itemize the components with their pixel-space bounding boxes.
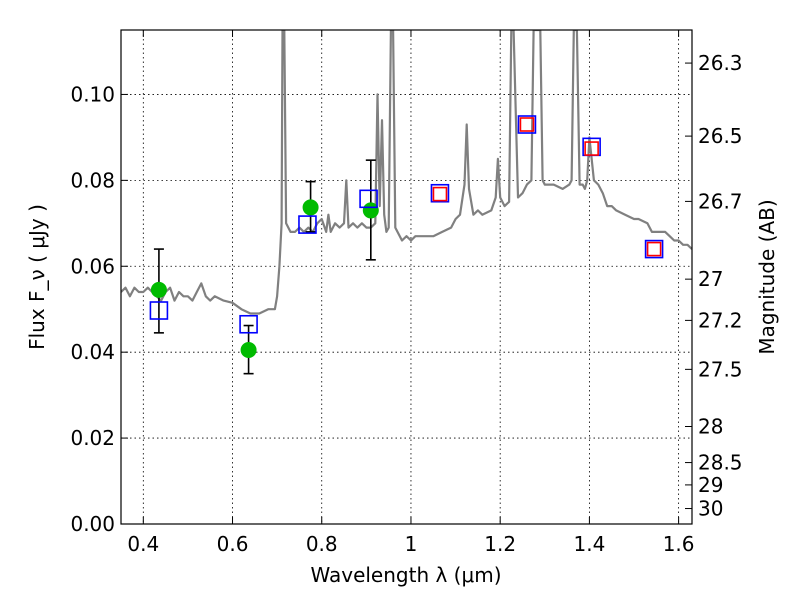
y-tick-label: 0.00 bbox=[70, 512, 115, 536]
plot-frame bbox=[120, 29, 693, 525]
x-tick-label: 0.4 bbox=[127, 532, 159, 556]
model-blue-square bbox=[644, 239, 664, 259]
right-tick-label: 28 bbox=[698, 414, 723, 438]
model-blue-square bbox=[298, 215, 317, 234]
grid bbox=[121, 30, 692, 524]
axis-ticks bbox=[121, 30, 692, 525]
right-tick-label: 27.5 bbox=[698, 357, 743, 381]
x-tick-label: 1.2 bbox=[484, 532, 516, 556]
model-red-square bbox=[584, 141, 599, 156]
model-red-square bbox=[646, 241, 662, 257]
model-blue-square bbox=[239, 314, 258, 334]
x-tick-label: 1.4 bbox=[573, 532, 605, 556]
photometry-point bbox=[362, 202, 379, 219]
right-tick-label: 26.7 bbox=[698, 189, 743, 213]
right-tick-label: 28.5 bbox=[698, 451, 743, 475]
photometry-point bbox=[240, 342, 257, 359]
right-tick-label: 26.5 bbox=[698, 124, 743, 148]
model-blue-square bbox=[517, 115, 537, 134]
x-tick-labels: 0.4 0.6 0.8 1 1.2 1.4 1.6 bbox=[127, 532, 694, 556]
y-tick-label: 0.10 bbox=[70, 82, 115, 106]
x-tick-label: 1.6 bbox=[663, 532, 695, 556]
x-tick-label: 1 bbox=[405, 532, 418, 556]
x-axis-title: Wavelength λ (μm) bbox=[310, 563, 501, 587]
y-tick-label: 0.06 bbox=[70, 254, 115, 278]
y-tick-labels: 0.00 0.02 0.04 0.06 0.08 0.10 bbox=[70, 82, 115, 536]
y-tick-label: 0.08 bbox=[70, 168, 115, 192]
y-tick-label: 0.04 bbox=[70, 340, 115, 364]
right-tick-label: 27 bbox=[698, 267, 723, 291]
y-axis-title-right: Magnitude (AB) bbox=[755, 199, 779, 354]
series-layer bbox=[121, 30, 692, 375]
model-blue-square bbox=[359, 189, 378, 209]
model-red-square bbox=[432, 186, 448, 202]
right-tick-label: 26.3 bbox=[698, 51, 743, 75]
model-red-square bbox=[519, 117, 535, 132]
photometry-point bbox=[302, 199, 319, 216]
photometry-point bbox=[150, 281, 167, 298]
y-tick-label: 0.02 bbox=[70, 426, 115, 450]
model-blue-square bbox=[430, 183, 450, 203]
right-tick-label: 29 bbox=[698, 473, 723, 497]
x-tick-label: 0.6 bbox=[217, 532, 249, 556]
spectrum-line bbox=[121, 30, 692, 315]
model-blue-square bbox=[149, 301, 169, 320]
y-axis-title-left: Flux F_ν ( μJy ) bbox=[25, 204, 49, 350]
right-tick-label: 27.2 bbox=[698, 308, 743, 332]
x-tick-label: 0.8 bbox=[306, 532, 338, 556]
plot-area bbox=[121, 30, 692, 524]
right-tick-label: 30 bbox=[698, 497, 723, 521]
